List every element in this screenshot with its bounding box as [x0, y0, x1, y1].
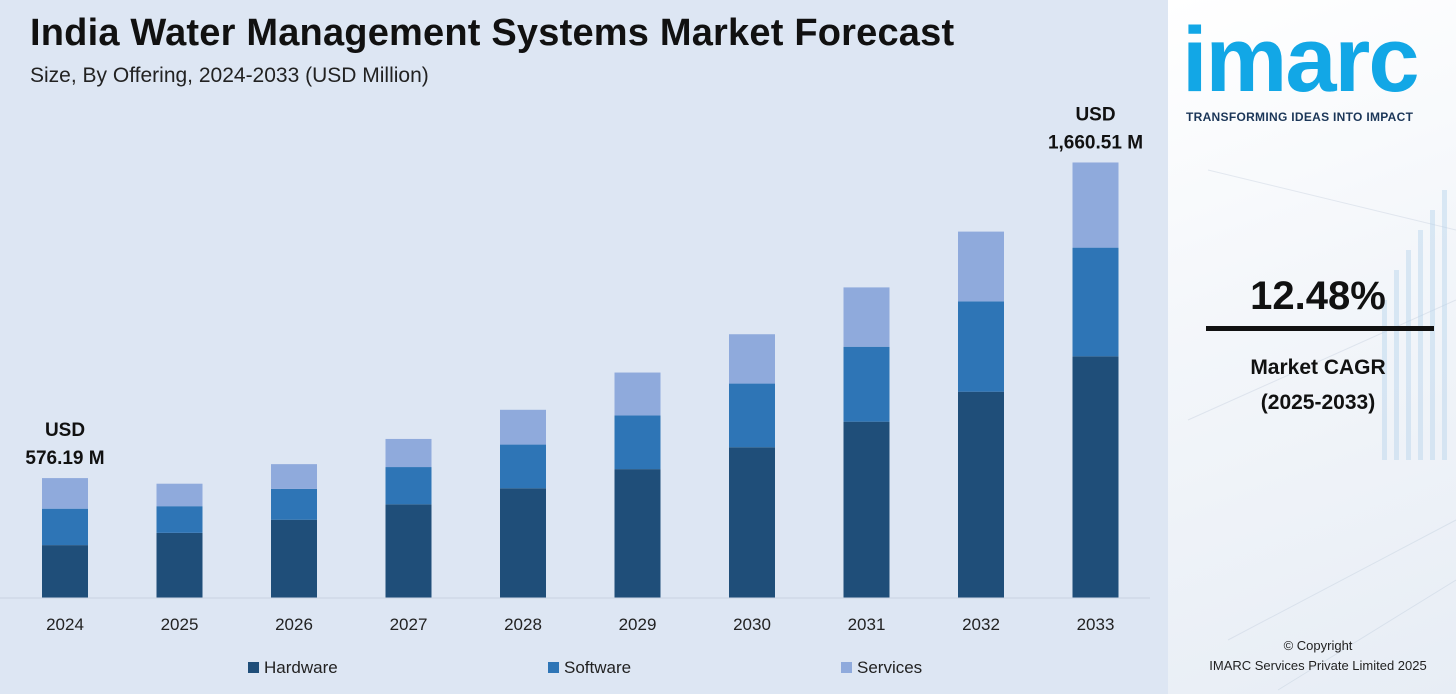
bar-software-2026	[271, 488, 317, 520]
cagr-value: 12.48%	[1250, 274, 1386, 318]
bar-services-2033	[1072, 162, 1119, 248]
decorative-chart-graphic	[1187, 169, 1456, 691]
bar-software-2032	[958, 301, 1004, 392]
x-tick-2025: 2025	[161, 615, 199, 634]
bar-services-2026	[271, 464, 317, 489]
bar-software-2031	[843, 346, 890, 422]
bar-services-2027	[385, 438, 432, 468]
bar-hardware-2026	[271, 519, 317, 598]
bar-services-2024	[42, 478, 88, 509]
bar-software-2027	[385, 467, 432, 505]
bar-software-2025	[156, 506, 203, 533]
x-tick-2029: 2029	[619, 615, 657, 634]
x-tick-2028: 2028	[504, 615, 542, 634]
bar-hardware-2033	[1072, 356, 1119, 598]
legend-label-software: Software	[564, 658, 631, 677]
legend-label-hardware: Hardware	[264, 658, 338, 677]
chart-title: India Water Management Systems Market Fo…	[30, 12, 955, 54]
bar-software-2028	[500, 444, 546, 489]
bar-hardware-2030	[729, 447, 775, 598]
side-panel: imarc TRANSFORMING IDEAS INTO IMPACT 12.…	[1168, 0, 1456, 694]
legend-swatch-software	[548, 662, 559, 673]
x-tick-2032: 2032	[962, 615, 1000, 634]
stacked-bar-chart: 2024 2025 2026 2027 2028 2029 2030 2031 2032 2033…	[0, 104, 1150, 677]
bar-services-2030	[729, 334, 775, 384]
bar-hardware-2027	[385, 504, 432, 598]
annotation-2033-line2: 1,660.51 M	[1048, 132, 1143, 153]
x-tick-2031: 2031	[848, 615, 886, 634]
bar-hardware-2029	[614, 469, 661, 598]
copyright: © Copyright IMARC Services Private Limit…	[1168, 636, 1456, 676]
cagr-label-line1: Market CAGR	[1250, 356, 1386, 379]
cagr-label-line2: (2025-2033)	[1260, 391, 1376, 414]
x-tick-2033: 2033	[1077, 615, 1115, 634]
cagr-divider	[1206, 326, 1434, 331]
annotation-2033-line1: USD	[1075, 104, 1115, 125]
x-tick-2027: 2027	[390, 615, 428, 634]
annotation-2024-line2: 576.19 M	[25, 448, 104, 469]
bar-services-2031	[843, 287, 890, 347]
bar-services-2032	[958, 231, 1004, 302]
bar-services-2025	[156, 483, 203, 507]
legend-label-services: Services	[857, 658, 922, 677]
x-tick-2026: 2026	[275, 615, 313, 634]
annotation-2024-line1: USD	[45, 420, 85, 441]
x-tick-2024: 2024	[46, 615, 84, 634]
copyright-line1: © Copyright	[1283, 638, 1353, 653]
legend-swatch-hardware	[248, 662, 259, 673]
chart-panel: 2024 2025 2026 2027 2028 2029 2030 2031 2032 2033…	[0, 12, 1150, 677]
copyright-line2: IMARC Services Private Limited 2025	[1209, 658, 1427, 673]
bar-software-2029	[614, 415, 661, 470]
bar-software-2033	[1072, 247, 1119, 357]
bar-software-2024	[42, 508, 88, 546]
bar-services-2028	[500, 409, 546, 445]
bar-software-2030	[729, 383, 775, 448]
x-tick-2030: 2030	[733, 615, 771, 634]
bar-hardware-2025	[156, 532, 203, 598]
chart-subtitle: Size, By Offering, 2024-2033 (USD Millio…	[30, 64, 429, 87]
bar-services-2029	[614, 372, 661, 416]
legend-swatch-services	[841, 662, 852, 673]
cagr-label: Market CAGR (2025-2033)	[1168, 350, 1456, 420]
bar-hardware-2028	[500, 488, 546, 598]
bar-hardware-2024	[42, 545, 88, 598]
tagline: TRANSFORMING IDEAS INTO IMPACT	[1186, 110, 1414, 124]
imarc-logo: imarc	[1182, 9, 1419, 111]
bar-hardware-2031	[843, 421, 890, 598]
bar-hardware-2032	[958, 391, 1004, 598]
